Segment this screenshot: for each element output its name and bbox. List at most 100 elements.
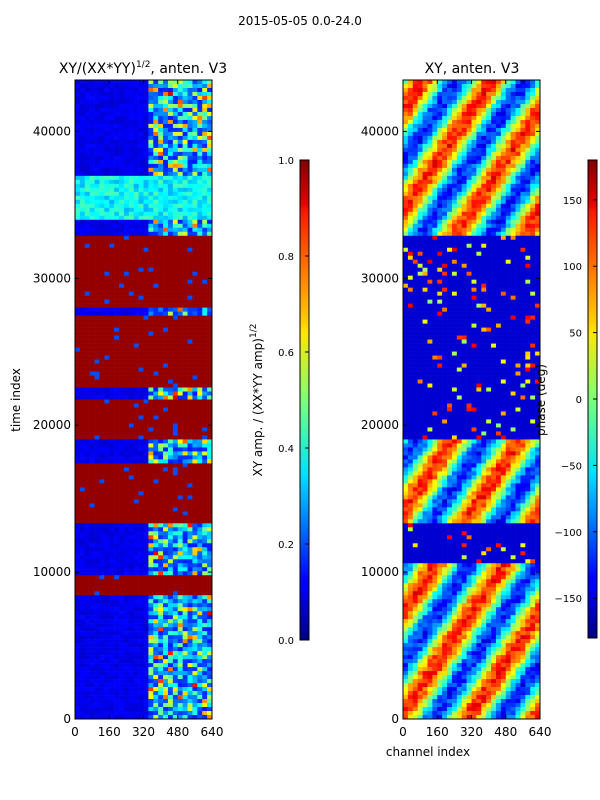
amplitude-heatmap-cell: [128, 691, 135, 696]
amplitude-heatmap-cell: [75, 679, 81, 684]
amplitude-heatmap-cell: [197, 359, 203, 364]
amplitude-heatmap-cell: [89, 647, 95, 652]
phase-heatmap-cell: [403, 119, 409, 125]
amplitude-heatmap-cell: [79, 431, 86, 436]
amplitude-heatmap-cell: [79, 499, 86, 504]
amplitude-heatmap-cell: [123, 459, 130, 464]
amplitude-heatmap-cell: [148, 239, 154, 245]
amplitude-heatmap-cell: [75, 255, 81, 261]
amplitude-heatmap-cell: [99, 323, 105, 328]
amplitude-heatmap-cell: [148, 415, 154, 420]
amplitude-heatmap-cell: [192, 235, 198, 241]
amplitude-heatmap-cell: [79, 663, 86, 668]
phase-heatmap-cell: [432, 83, 438, 89]
phase-heatmap-cell: [461, 115, 467, 121]
amplitude-heatmap-cell: [75, 639, 81, 644]
amplitude-heatmap-cell: [163, 643, 169, 648]
amplitude-heatmap-cell: [158, 471, 164, 476]
amplitude-heatmap-cell: [109, 187, 115, 193]
amplitude-heatmap-cell: [197, 375, 203, 380]
amplitude-heatmap-cell: [182, 271, 188, 276]
amplitude-heatmap-cell: [109, 123, 115, 129]
amplitude-heatmap-cell: [94, 515, 100, 520]
amplitude-heatmap-cell: [197, 559, 203, 564]
amplitude-heatmap-cell: [158, 627, 164, 632]
amplitude-heatmap-cell: [75, 211, 81, 217]
amplitude-heatmap-cell: [197, 415, 203, 420]
amplitude-heatmap-cell: [133, 319, 139, 324]
amplitude-heatmap-cell: [104, 659, 110, 664]
amplitude-heatmap-cell: [177, 359, 183, 364]
amplitude-heatmap-cell: [119, 371, 125, 376]
amplitude-heatmap-cell: [133, 507, 139, 512]
amplitude-heatmap-cell: [197, 351, 203, 356]
amplitude-heatmap-cell: [207, 555, 213, 560]
amplitude-heatmap-cell: [187, 175, 193, 181]
x-tick-label: 160: [98, 725, 121, 739]
amplitude-heatmap-cell: [197, 439, 203, 444]
amplitude-heatmap-cell: [89, 275, 95, 280]
amplitude-heatmap-cell: [158, 679, 164, 684]
amplitude-heatmap-cell: [123, 659, 130, 664]
amplitude-heatmap-cell: [163, 507, 169, 512]
amplitude-heatmap-cell: [84, 211, 90, 217]
phase-heatmap-cell: [412, 80, 418, 85]
amplitude-heatmap-cell: [172, 195, 179, 201]
amplitude-heatmap-cell: [84, 415, 90, 420]
amplitude-heatmap-cell: [128, 627, 135, 632]
amplitude-heatmap-cell: [104, 579, 110, 584]
amplitude-heatmap-cell: [114, 267, 120, 272]
phase-heatmap-cell: [407, 131, 414, 137]
amplitude-heatmap-cell: [133, 239, 139, 245]
amplitude-heatmap-cell: [143, 683, 149, 688]
amplitude-heatmap-cell: [123, 223, 130, 229]
amplitude-heatmap-cell: [123, 423, 130, 428]
amplitude-heatmap-cell: [148, 315, 154, 320]
amplitude-heatmap-cell: [114, 271, 120, 276]
amplitude-heatmap-cell: [202, 123, 208, 129]
amplitude-heatmap-cell: [123, 431, 130, 436]
amplitude-heatmap-cell: [163, 171, 169, 177]
amplitude-heatmap-cell: [207, 635, 213, 640]
amplitude-heatmap-cell: [202, 183, 208, 189]
amplitude-heatmap-cell: [197, 443, 203, 448]
amplitude-heatmap-cell: [84, 319, 90, 324]
amplitude-heatmap-cell: [153, 259, 159, 265]
amplitude-heatmap-cell: [192, 107, 198, 113]
amplitude-heatmap-cell: [163, 707, 169, 712]
amplitude-heatmap-cell: [187, 659, 193, 664]
amplitude-heatmap-cell: [177, 627, 183, 632]
amplitude-heatmap-cell: [99, 431, 105, 436]
amplitude-heatmap-cell: [84, 247, 90, 253]
amplitude-heatmap-cell: [128, 227, 135, 233]
amplitude-heatmap-cell: [163, 191, 169, 197]
phase-heatmap-cell: [495, 127, 502, 133]
amplitude-heatmap-cell: [197, 243, 203, 249]
amplitude-heatmap-cell: [79, 295, 86, 300]
amplitude-heatmap-cell: [75, 111, 81, 117]
amplitude-heatmap-cell: [148, 559, 154, 564]
amplitude-heatmap-cell: [192, 379, 198, 384]
phase-heatmap-cell: [461, 103, 467, 109]
phase-heatmap-cell: [407, 87, 414, 93]
amplitude-heatmap-cell: [163, 159, 169, 165]
amplitude-heatmap-cell: [119, 623, 125, 628]
amplitude-heatmap-cell: [109, 335, 115, 340]
amplitude-heatmap-cell: [84, 191, 90, 197]
amplitude-heatmap-cell: [153, 539, 159, 544]
amplitude-heatmap-cell: [143, 655, 149, 660]
amplitude-heatmap-cell: [158, 711, 164, 716]
amplitude-heatmap-cell: [143, 599, 149, 604]
phase-heatmap-cell: [417, 87, 423, 93]
amplitude-heatmap-cell: [123, 167, 130, 173]
amplitude-heatmap-cell: [99, 415, 105, 420]
amplitude-heatmap-cell: [128, 483, 135, 488]
amplitude-heatmap-cell: [89, 619, 95, 624]
amplitude-heatmap-cell: [94, 259, 100, 265]
amplitude-heatmap-cell: [104, 80, 110, 85]
amplitude-heatmap-cell: [75, 343, 81, 348]
amplitude-heatmap-cell: [148, 335, 154, 340]
amplitude-heatmap-cell: [104, 371, 110, 376]
phase-heatmap-cell: [505, 123, 511, 129]
amplitude-heatmap-cell: [75, 623, 81, 628]
